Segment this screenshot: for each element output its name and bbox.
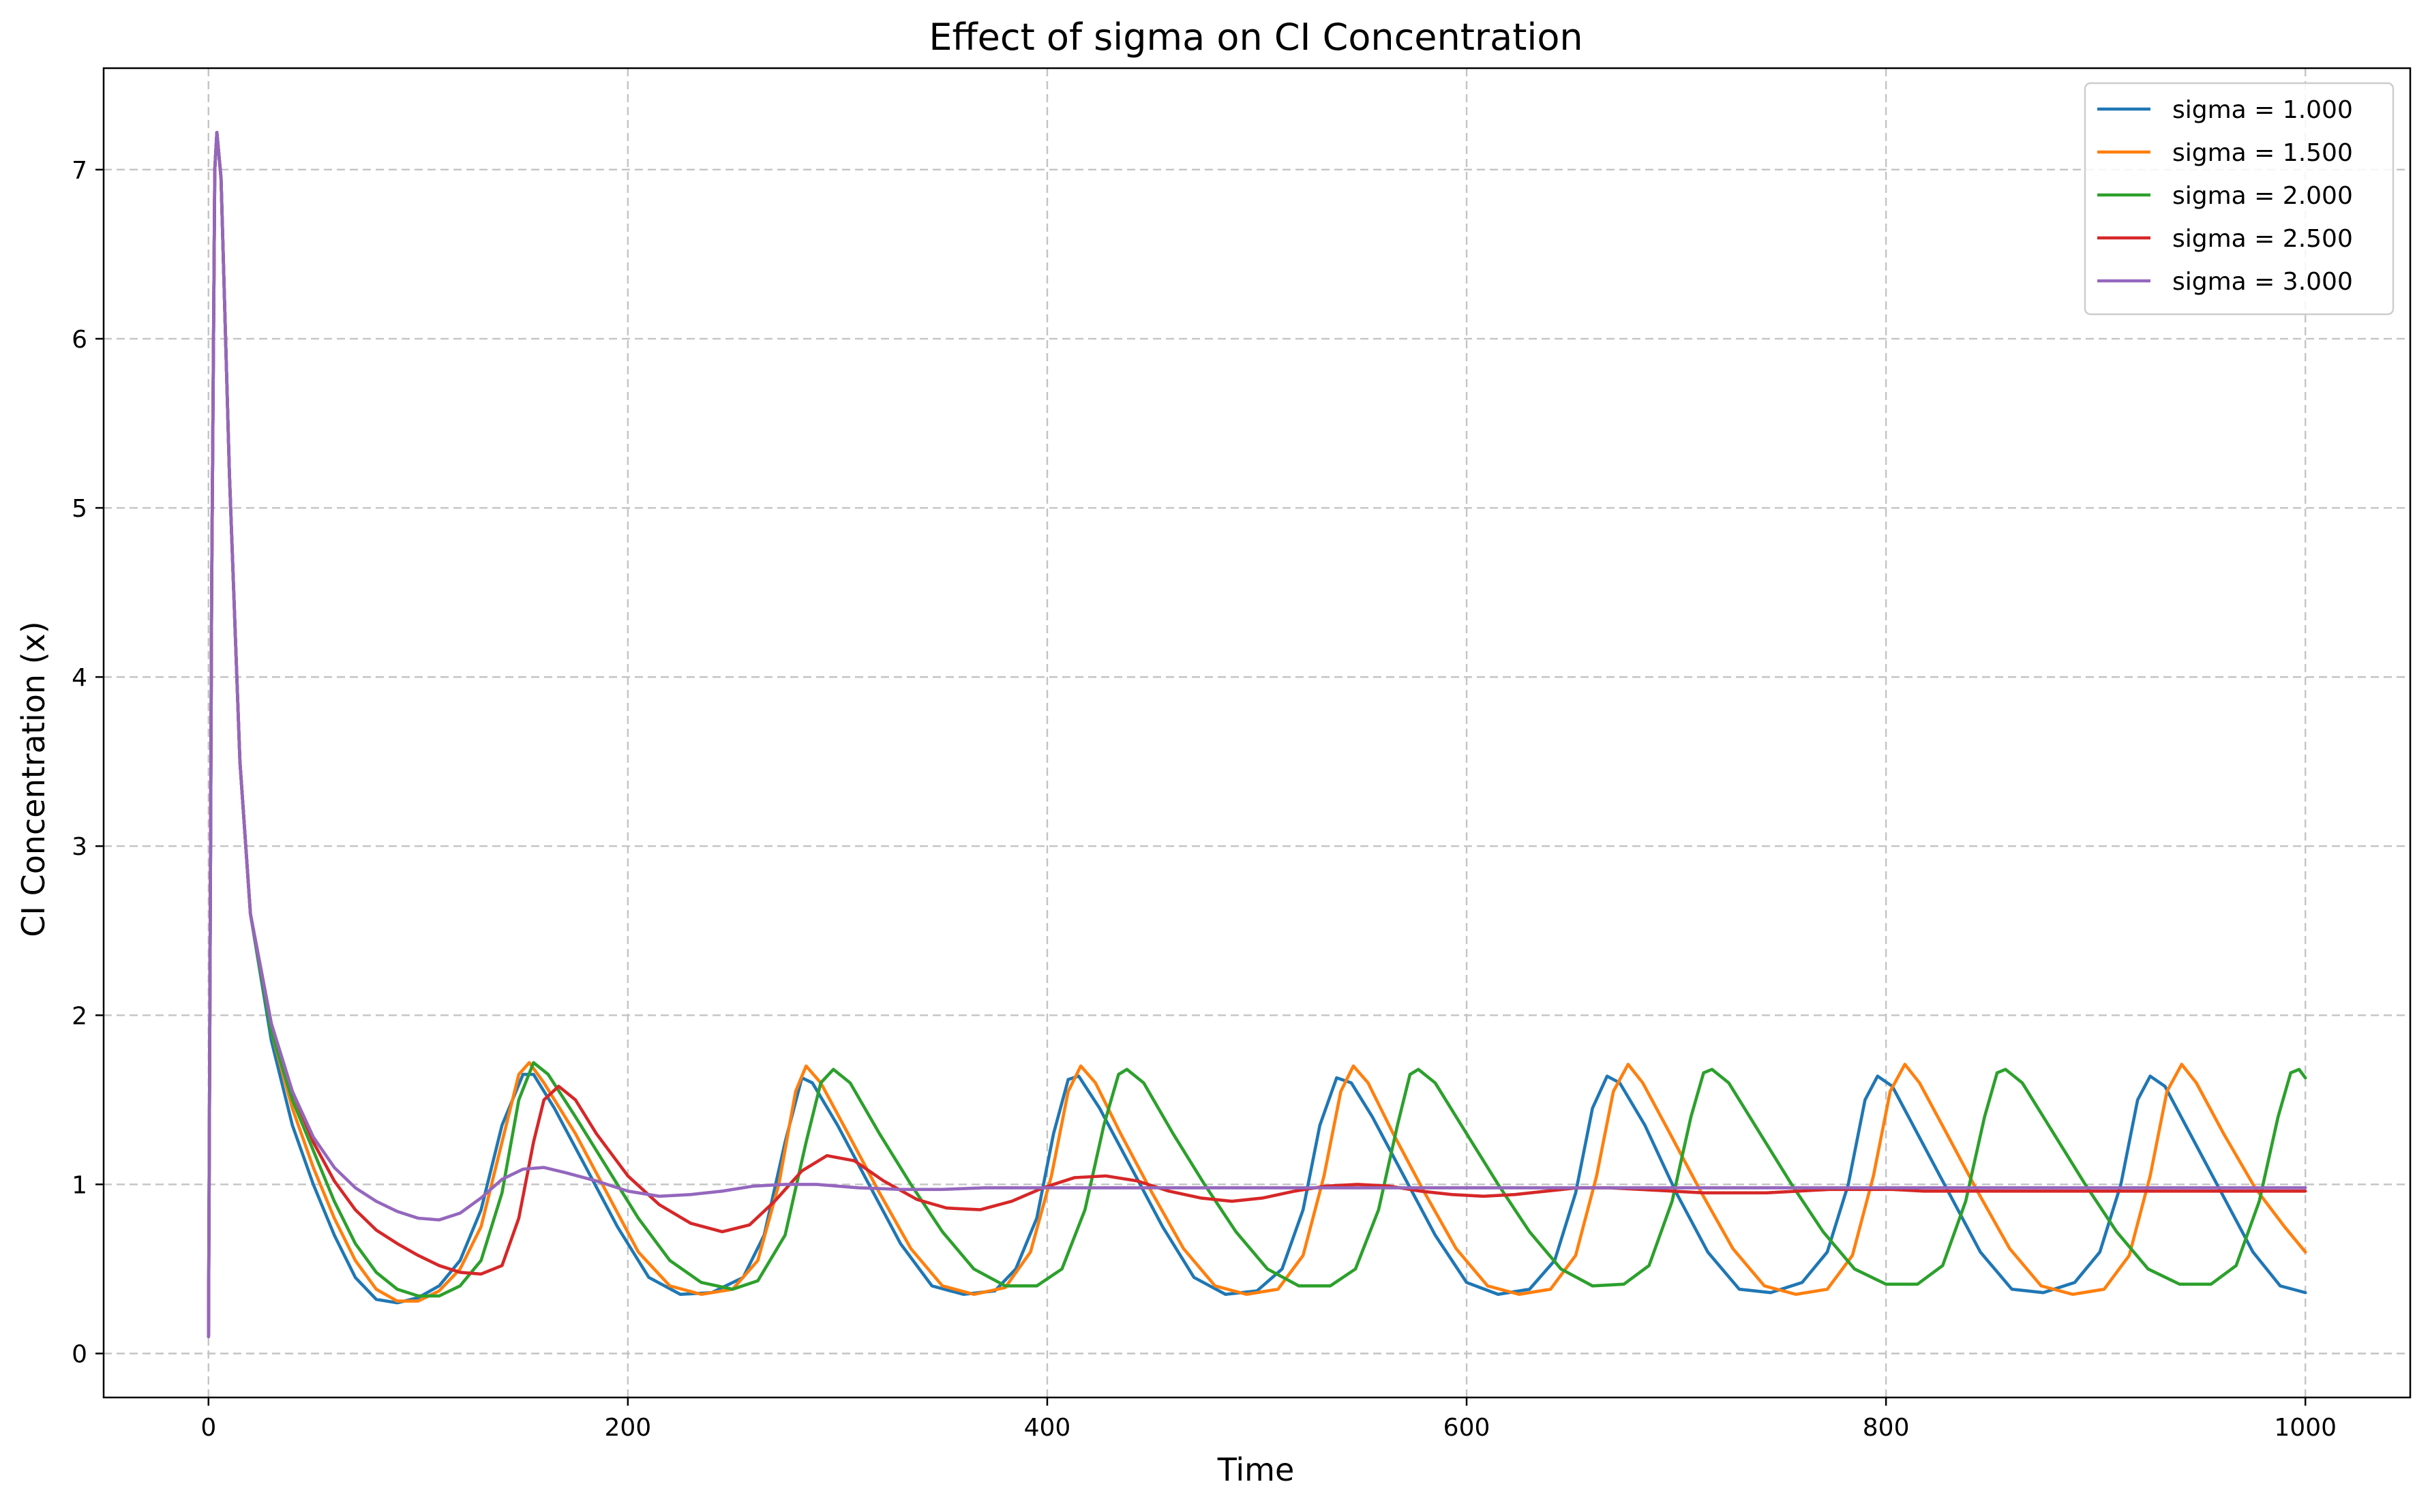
legend: sigma = 1.000 sigma = 1.500 sigma = 2.000 s…	[2084, 82, 2395, 316]
y-axis-label: CI Concentration (x)	[15, 621, 52, 937]
legend-label: sigma = 3.000	[2172, 268, 2353, 296]
x-axis-label: Time	[1217, 1451, 1295, 1488]
plot-frame	[102, 67, 2412, 1399]
legend-box	[2084, 82, 2395, 316]
series-line-1	[207, 131, 2307, 1338]
y-tick-label: 6	[72, 326, 87, 354]
x-tick-label: 0	[200, 1414, 216, 1442]
y-tick-label: 1	[72, 1171, 87, 1199]
y-tick-label: 2	[72, 1002, 87, 1030]
legend-label: sigma = 2.000	[2172, 182, 2353, 210]
y-tick-label: 7	[72, 157, 87, 185]
x-tick-label: 800	[1863, 1414, 1910, 1442]
series-line-2	[207, 131, 2307, 1338]
axes: 0 200 400 600 800 1000 0 1 2 3 4 5 6 7	[72, 67, 2412, 1442]
legend-label: sigma = 1.000	[2172, 96, 2353, 124]
series-line-5	[207, 131, 2307, 1338]
y-tick-label: 0	[72, 1340, 87, 1368]
x-tick-label: 200	[605, 1414, 652, 1442]
chart-title: Effect of sigma on CI Concentration	[929, 16, 1582, 59]
series-line-3	[207, 131, 2307, 1338]
y-tick-label: 5	[72, 495, 87, 523]
x-tick-label: 600	[1443, 1414, 1490, 1442]
x-tick-label: 400	[1024, 1414, 1071, 1442]
legend-label: sigma = 1.500	[2172, 139, 2353, 167]
y-tick-label: 4	[72, 664, 87, 692]
legend-label: sigma = 2.500	[2172, 225, 2353, 253]
x-tick-label: 1000	[2274, 1414, 2337, 1442]
y-tick-label: 3	[72, 833, 87, 861]
series-lines	[207, 131, 2307, 1338]
